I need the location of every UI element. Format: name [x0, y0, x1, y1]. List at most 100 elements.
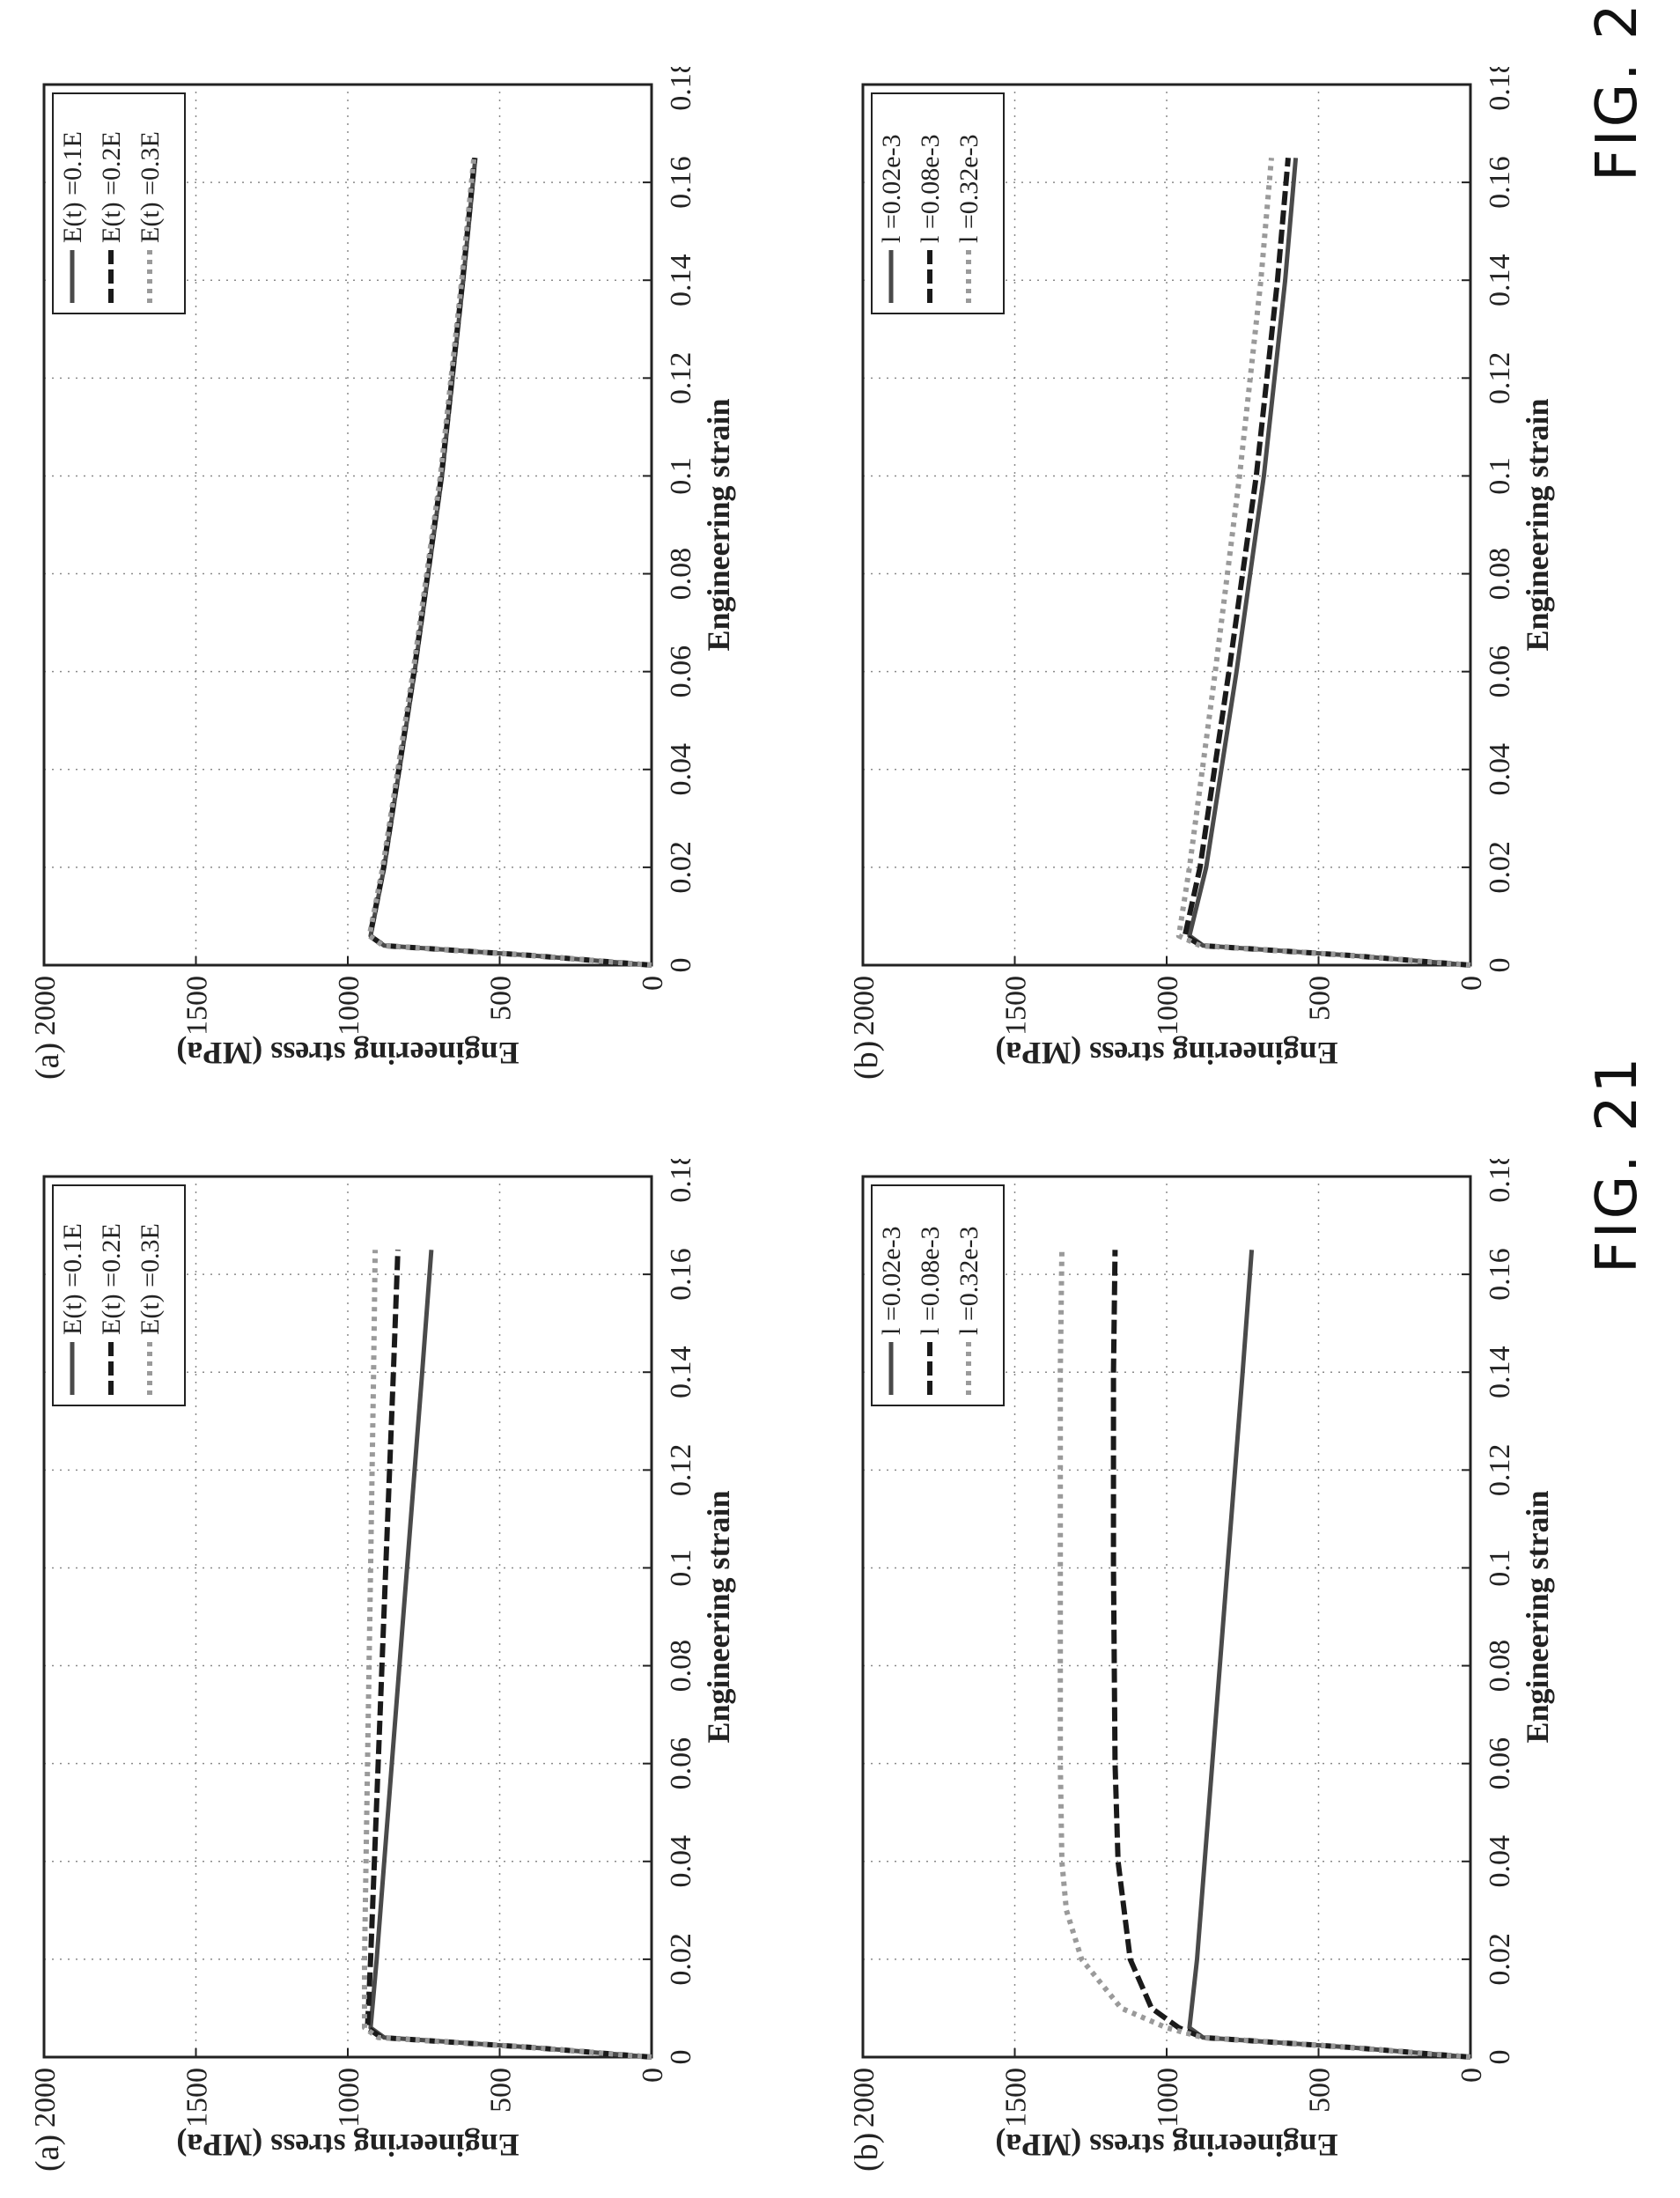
- y-axis-label: Engineering stress (MPa): [176, 2128, 519, 2163]
- series-line-2: [367, 158, 652, 968]
- series-line-2: [365, 1250, 652, 2060]
- x-tick-label: 0.1: [665, 1549, 697, 1587]
- x-tick-label: 0.14: [1484, 254, 1516, 306]
- chart-svg: 0 0.02 0.04 0.06 0.08 0.1 0.12 0.14 0.16 0.18 0 500…: [848, 58, 1555, 1080]
- series-line-1: [368, 1250, 652, 2060]
- y-tick-label: 1000: [333, 976, 365, 1036]
- x-tick-label: 0.06: [665, 645, 697, 698]
- x-tick-label: 0.18: [665, 1159, 697, 1203]
- y-tick-label: 500: [485, 2068, 518, 2113]
- legend-box: [52, 1184, 186, 1406]
- chart-svg: 0 0.02 0.04 0.06 0.08 0.1 0.12 0.14 0.16 0.18 0 500…: [29, 58, 736, 1080]
- legend-entry: E(t) =0.3E: [136, 131, 165, 243]
- y-tick-label: 1500: [181, 976, 214, 1036]
- y-tick-label: 0: [637, 2068, 669, 2083]
- y-tick-label: 500: [1304, 976, 1337, 1021]
- x-tick-label: 0.14: [1484, 1346, 1516, 1398]
- y-tick-label: 2000: [35, 976, 62, 1036]
- y-tick-label: 1000: [333, 2068, 365, 2128]
- x-tick-label: 0.1: [665, 457, 697, 495]
- x-tick-label: 0.16: [1484, 156, 1516, 209]
- y-tick-label: 500: [485, 976, 518, 1021]
- series-line-3: [1057, 1250, 1471, 2060]
- x-tick-label: 0.18: [665, 67, 697, 111]
- legend: E(t) =0.1E E(t) =0.2E E(t) =0.3E: [52, 1184, 186, 1406]
- legend-box: [871, 1184, 1005, 1406]
- legend-entry: E(t) =0.1E: [58, 1223, 87, 1335]
- y-tick-label: 2000: [854, 2068, 881, 2128]
- legend-box: [52, 92, 186, 314]
- legend-entry: E(t) =0.1E: [58, 131, 87, 243]
- panel-label: (b): [854, 1041, 885, 1080]
- series-line-3: [1175, 158, 1471, 968]
- y-tick-label: 1500: [1000, 2068, 1033, 2128]
- chart-panel-fig21-b: 0 0.02 0.04 0.06 0.08 0.1 0.12 0.14 0.16 0.18 0 500…: [848, 1150, 1558, 2180]
- x-tick-label: 0.02: [1484, 841, 1516, 894]
- panel-label: (a): [35, 1043, 66, 1080]
- y-tick-label: 1500: [181, 2068, 214, 2128]
- panel-label: (a): [35, 2135, 66, 2172]
- legend-entry: l =0.02e-3: [877, 134, 906, 243]
- x-tick-label: 0.02: [1484, 1933, 1516, 1986]
- legend-entry: E(t) =0.2E: [97, 131, 126, 243]
- x-tick-label: 0.04: [1484, 743, 1516, 796]
- x-tick-label: 0.12: [1484, 1444, 1516, 1497]
- series-line-1: [1187, 158, 1471, 968]
- legend-entry: E(t) =0.2E: [97, 1223, 126, 1335]
- x-tick-label: 0.08: [1484, 1640, 1516, 1693]
- chart-svg: 0 0.02 0.04 0.06 0.08 0.1 0.12 0.14 0.16 0.18 0 500…: [848, 1150, 1555, 2172]
- x-tick-label: 0.04: [665, 743, 697, 796]
- x-axis-label: Engineering strain: [1520, 398, 1555, 651]
- x-tick-label: 0.08: [665, 1640, 697, 1693]
- chart-svg: 0 0.02 0.04 0.06 0.08 0.1 0.12 0.14 0.16 0.18 0 500…: [29, 1150, 736, 2172]
- y-tick-label: 1000: [1152, 2068, 1184, 2128]
- x-tick-label: 0.16: [1484, 1248, 1516, 1301]
- x-tick-label: 0.16: [665, 1248, 697, 1301]
- legend-entry: l =0.32e-3: [954, 1226, 984, 1335]
- series-line-3: [366, 158, 652, 968]
- x-tick-label: 0.12: [665, 352, 697, 405]
- x-axis-label: Engineering strain: [1520, 1490, 1555, 1743]
- x-tick-label: 0.1: [1484, 457, 1516, 495]
- legend: l =0.02e-3 l =0.08e-3 l =0.32e-3: [871, 1184, 1005, 1406]
- y-tick-label: 1500: [1000, 976, 1033, 1036]
- y-tick-label: 0: [1455, 2068, 1488, 2083]
- legend-entry: E(t) =0.3E: [136, 1223, 165, 1335]
- x-axis-label: Engineering strain: [701, 398, 736, 651]
- y-tick-label: 0: [1455, 976, 1488, 991]
- x-tick-label: 0.08: [665, 548, 697, 601]
- legend: l =0.02e-3 l =0.08e-3 l =0.32e-3: [871, 92, 1005, 314]
- series-line-2: [1182, 158, 1471, 968]
- legend-entry: l =0.32e-3: [954, 134, 984, 243]
- x-tick-label: 0: [665, 958, 697, 973]
- legend-box: [871, 92, 1005, 314]
- x-tick-label: 0.08: [1484, 548, 1516, 601]
- legend-entry: l =0.08e-3: [916, 134, 945, 243]
- x-tick-label: 0.04: [665, 1835, 697, 1888]
- x-tick-label: 0.16: [665, 156, 697, 209]
- legend: E(t) =0.1E E(t) =0.2E E(t) =0.3E: [52, 92, 186, 314]
- series-line-2: [1110, 1250, 1471, 2060]
- x-tick-label: 0.14: [665, 1346, 697, 1398]
- x-tick-label: 0.02: [665, 841, 697, 894]
- y-axis-label: Engineering stress (MPa): [176, 1036, 519, 1071]
- y-tick-label: 2000: [35, 2068, 62, 2128]
- y-tick-label: 0: [637, 976, 669, 991]
- x-tick-label: 0.12: [1484, 352, 1516, 405]
- x-tick-label: 0.06: [1484, 645, 1516, 698]
- x-tick-label: 0.04: [1484, 1835, 1516, 1888]
- chart-panel-fig22-b: 0 0.02 0.04 0.06 0.08 0.1 0.12 0.14 0.16 0.18 0 500…: [848, 58, 1558, 1088]
- x-tick-label: 0.06: [665, 1737, 697, 1790]
- x-tick-label: 0.18: [1484, 1159, 1516, 1203]
- x-tick-label: 0.06: [1484, 1737, 1516, 1790]
- legend-entry: l =0.08e-3: [916, 1226, 945, 1335]
- chart-panel-fig21-a: 0 0.02 0.04 0.06 0.08 0.1 0.12 0.14 0.16 0.18 0 500…: [29, 1150, 740, 2180]
- x-axis-label: Engineering strain: [701, 1490, 736, 1743]
- figure-label-fig21: FIG. 21: [1585, 1054, 1650, 1273]
- y-tick-label: 1000: [1152, 976, 1184, 1036]
- legend-entry: l =0.02e-3: [877, 1226, 906, 1335]
- x-tick-label: 0.18: [1484, 67, 1516, 111]
- x-tick-label: 0.14: [665, 254, 697, 306]
- series-line-1: [368, 158, 652, 968]
